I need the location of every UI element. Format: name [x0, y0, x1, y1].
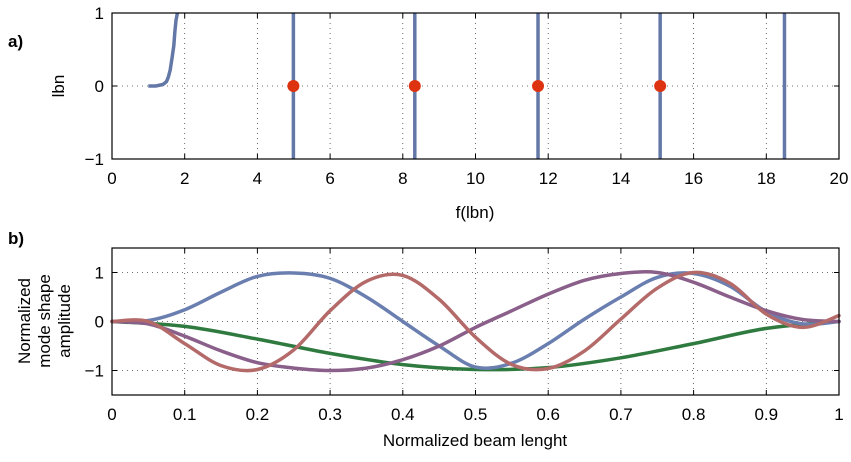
- chart-b-ylabel-line3: amplitude: [55, 284, 74, 358]
- panel-label-a: a): [8, 32, 23, 51]
- x-tick-label: 0.7: [609, 405, 633, 424]
- x-tick-label: 0.1: [173, 405, 197, 424]
- mode-shape-series-1: [110, 319, 841, 372]
- mode-shape-series-3: [110, 270, 841, 373]
- x-tick-label: 14: [611, 169, 630, 188]
- x-tick-label: 0.2: [246, 405, 270, 424]
- x-tick-label: 6: [325, 169, 334, 188]
- chart-b-ylabel-line2: mode shape: [35, 274, 54, 368]
- series-curve: [148, 12, 180, 88]
- x-tick-label: 0.5: [464, 405, 488, 424]
- y-tick-label: −1: [85, 362, 104, 381]
- chart-b-frame: [111, 247, 840, 396]
- chart-a-yticks: 1 0 −1: [85, 4, 839, 169]
- x-tick-label: 0.4: [391, 405, 415, 424]
- chart-a-grid: [112, 13, 839, 159]
- x-tick-label: 0.3: [318, 405, 342, 424]
- x-tick-label: 4: [253, 169, 262, 188]
- chart-a-frame: [111, 12, 840, 160]
- chart-b-xticks: 0 0.1 0.2 0.3 0.4 0.5 0.6 0.7 0.8 0.9 1: [107, 248, 844, 424]
- x-tick-label: 10: [466, 169, 485, 188]
- x-tick-label: 20: [830, 169, 849, 188]
- y-tick-label: 0: [95, 77, 104, 96]
- root-marker: [532, 80, 545, 92]
- y-tick-label: 1: [95, 4, 104, 23]
- x-tick-label: 0: [107, 405, 116, 424]
- chart-b-data: [110, 270, 841, 373]
- x-tick-label: 1: [834, 405, 843, 424]
- x-tick-label: 2: [180, 169, 189, 188]
- panel-label-b: b): [8, 229, 24, 248]
- chart-b-ylabel-line1: Normalized: [15, 278, 34, 364]
- chart-a-ylabel: lbn: [49, 75, 68, 98]
- root-marker: [408, 80, 421, 92]
- x-tick-label: 0.9: [754, 405, 778, 424]
- root-marker: [654, 80, 667, 92]
- y-tick-label: 1: [95, 264, 104, 283]
- chart-a-xticks: 0 2 4 6 8 10 12 14 16 18 20: [107, 13, 848, 188]
- mode-shape-series-4: [110, 270, 841, 373]
- y-tick-label: 0: [95, 313, 104, 332]
- chart-b-grid: [112, 248, 839, 395]
- chart-b: b) Normalized mode shape amplitude Norma…: [8, 229, 844, 450]
- x-tick-label: 0: [107, 169, 116, 188]
- x-tick-label: 16: [684, 169, 703, 188]
- x-tick-label: 0.8: [682, 405, 706, 424]
- x-tick-label: 18: [757, 169, 776, 188]
- x-tick-label: 12: [539, 169, 558, 188]
- root-marker: [287, 80, 300, 92]
- chart-a-data: [148, 12, 787, 159]
- y-tick-label: −1: [85, 150, 104, 169]
- x-tick-label: 0.6: [536, 405, 560, 424]
- chart-a-xlabel: f(lbn): [456, 203, 495, 222]
- chart-b-xlabel: Normalized beam lenght: [383, 431, 568, 450]
- x-tick-label: 8: [398, 169, 407, 188]
- chart-a: a) lbn f(lbn) 0 2 4 6 8 10 12 14 16 18 20 10−1: [8, 4, 848, 222]
- mode-shape-series-2: [110, 271, 841, 370]
